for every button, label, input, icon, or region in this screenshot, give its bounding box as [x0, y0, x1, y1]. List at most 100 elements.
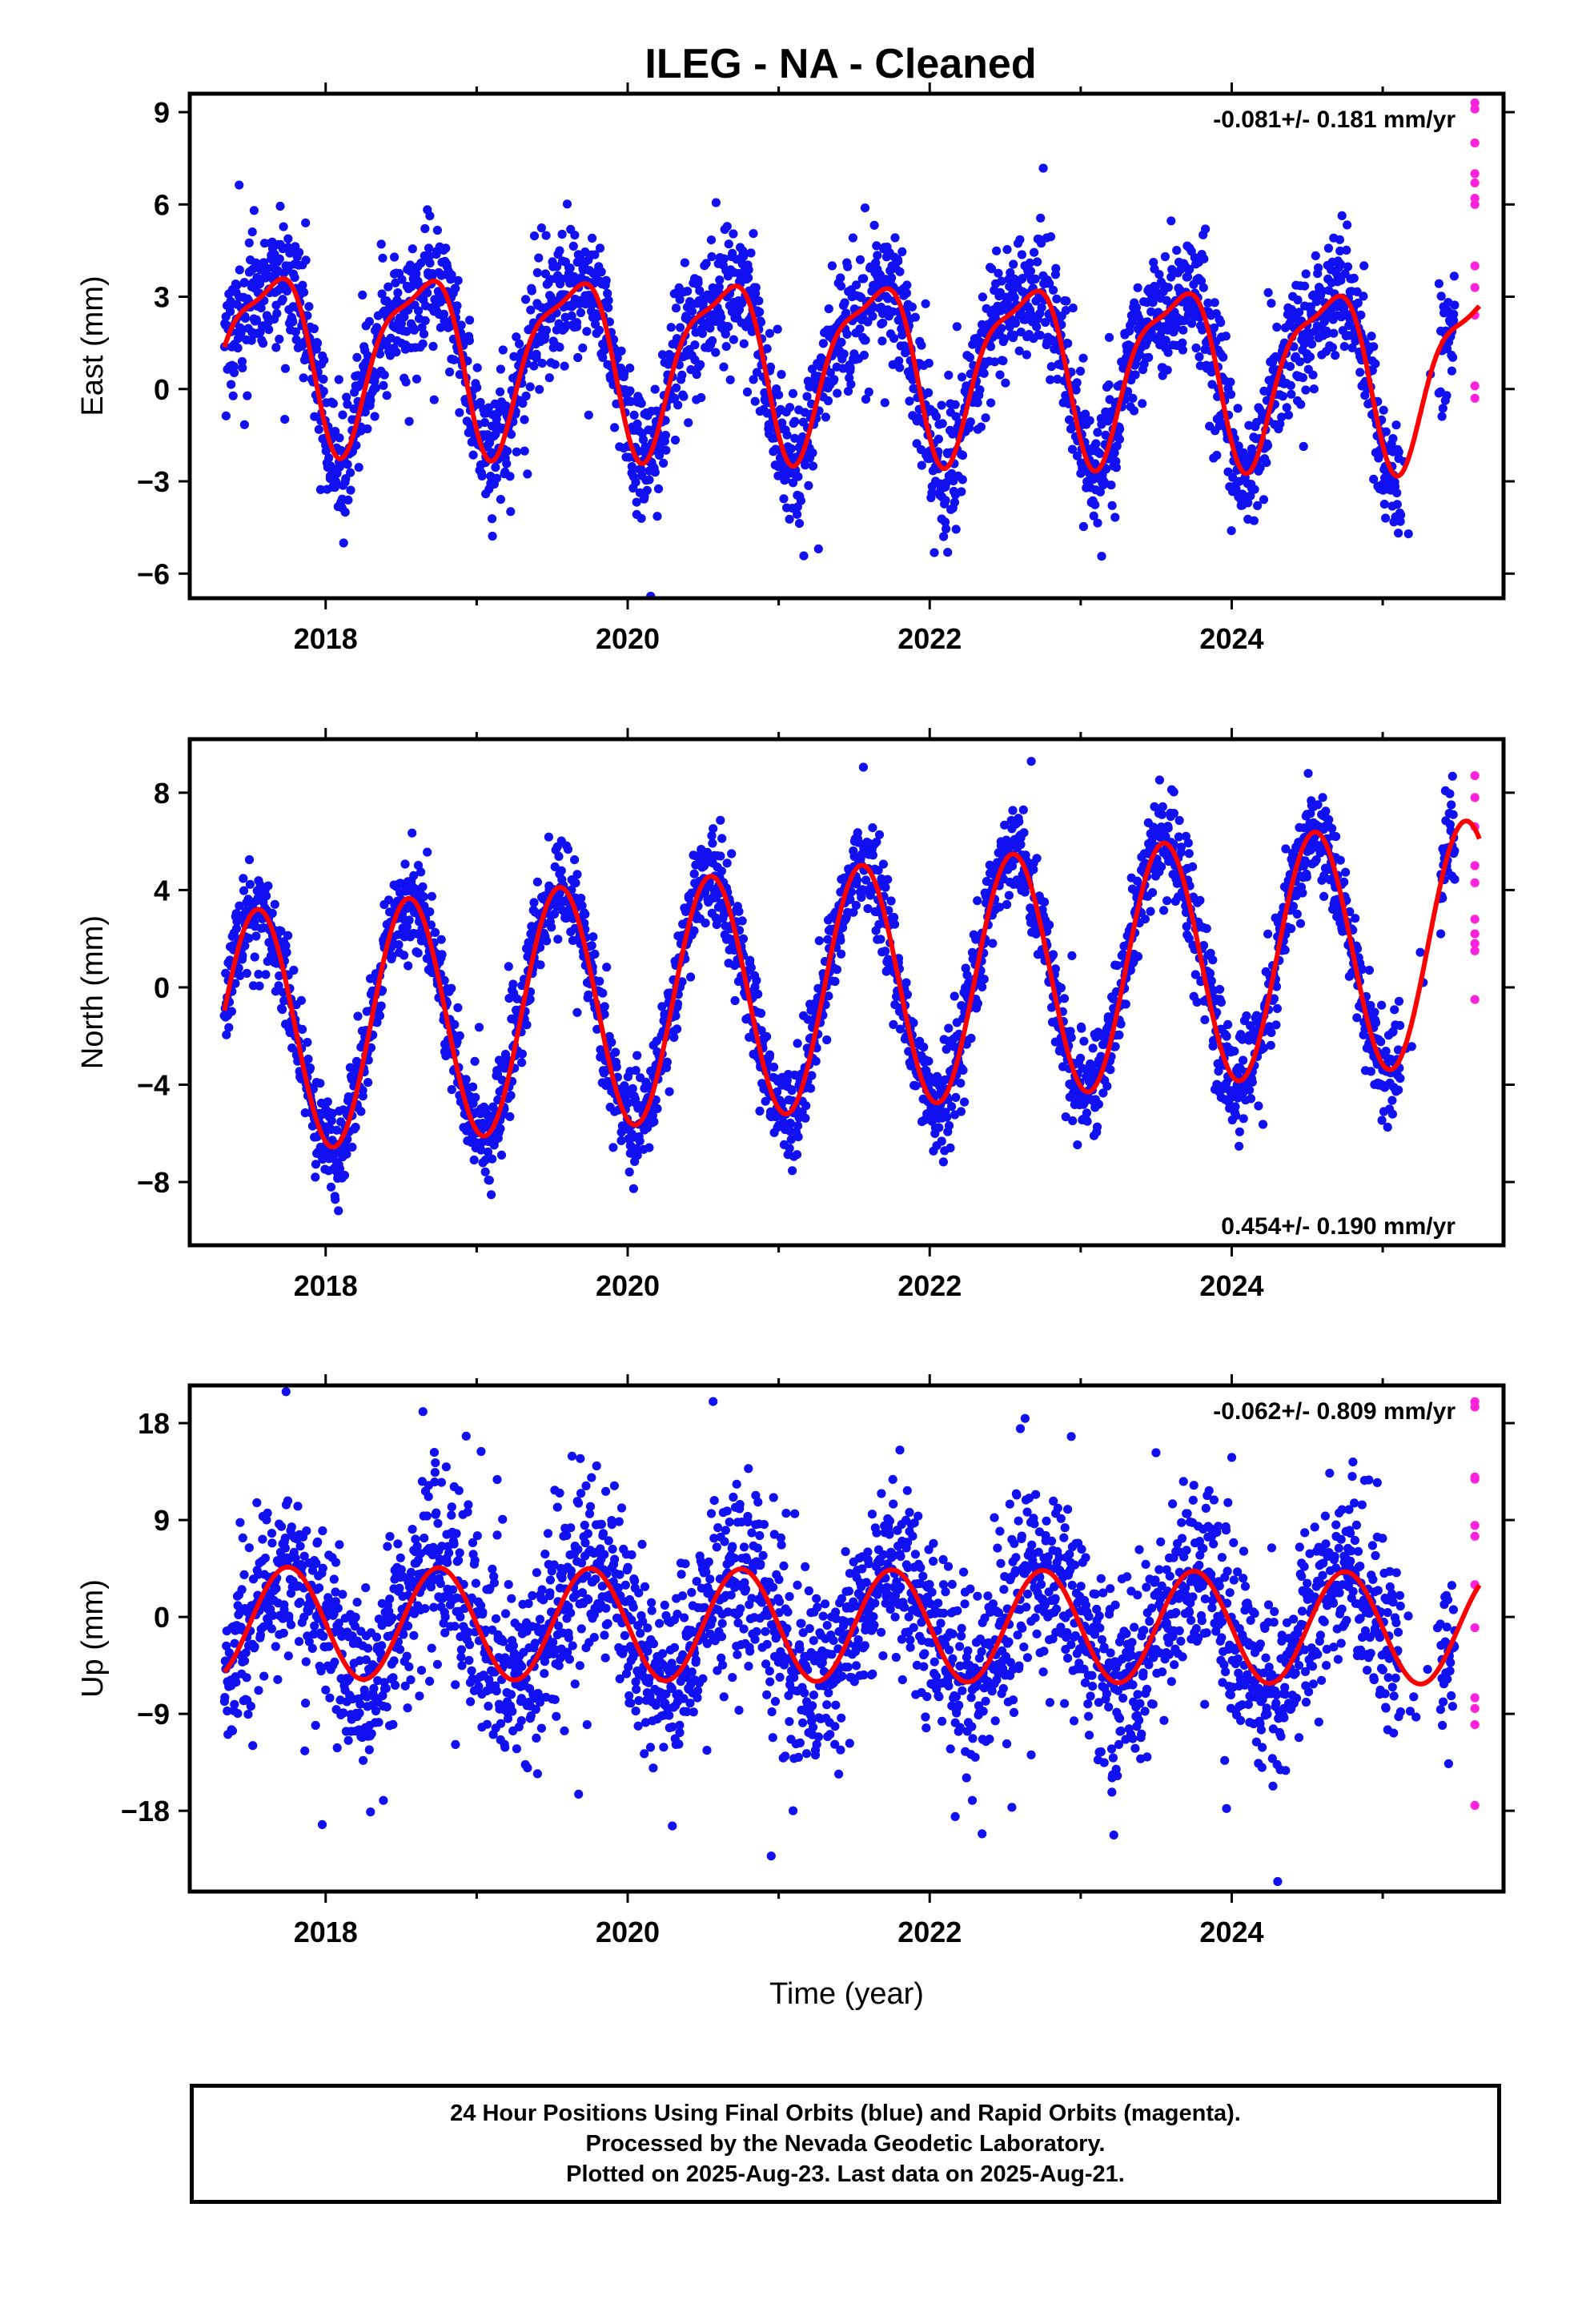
- east-final-point: [856, 292, 866, 303]
- east-final-point: [555, 342, 564, 352]
- east-final-point: [975, 385, 985, 395]
- north-final-point: [738, 934, 749, 943]
- north-final-point: [1077, 1023, 1086, 1033]
- east-final-point: [861, 336, 870, 345]
- north-final-point: [1026, 757, 1036, 766]
- north-final-point: [960, 1097, 970, 1107]
- east-rapid-point: [1470, 169, 1480, 179]
- east-final-point: [371, 383, 380, 393]
- east-final-point: [364, 316, 374, 327]
- east-final-point: [295, 247, 304, 257]
- east-final-point: [802, 392, 812, 401]
- north-final-point: [727, 849, 737, 858]
- east-final-point: [243, 391, 252, 400]
- north-final-point: [489, 1140, 499, 1150]
- north-final-point: [1181, 831, 1191, 841]
- north-final-point: [384, 895, 394, 905]
- north-final-point: [400, 859, 410, 869]
- east-final-point: [404, 416, 414, 426]
- north-final-point: [1112, 961, 1122, 971]
- east-final-point: [1133, 283, 1142, 292]
- north-final-point: [267, 908, 277, 919]
- east-final-point: [1226, 389, 1236, 400]
- east-final-point: [1246, 491, 1255, 501]
- east-final-point: [1128, 393, 1138, 403]
- east-final-point: [1046, 362, 1056, 372]
- east-final-point: [773, 324, 782, 334]
- east-final-point: [464, 336, 475, 345]
- east-final-point: [576, 308, 586, 318]
- north-final-point: [426, 920, 436, 930]
- east-final-point: [562, 199, 572, 209]
- east-final-point: [529, 231, 540, 241]
- east-final-point: [1207, 368, 1216, 377]
- east-final-point: [838, 364, 848, 373]
- north-final-point: [326, 1182, 336, 1192]
- east-final-point: [401, 377, 411, 387]
- east-final-point: [655, 451, 665, 460]
- east-final-point: [1335, 259, 1346, 269]
- north-final-point: [950, 991, 959, 1001]
- east-final-point: [883, 294, 893, 304]
- north-final-point: [242, 968, 251, 978]
- north-final-point: [607, 1037, 616, 1047]
- north-final-point: [1048, 950, 1058, 959]
- north-final-point: [761, 1096, 770, 1106]
- north-final-point: [902, 990, 912, 999]
- east-final-point: [420, 223, 430, 234]
- east-final-point: [840, 298, 849, 308]
- north-final-point: [937, 1136, 946, 1146]
- north-final-point: [571, 878, 580, 888]
- east-final-point: [526, 305, 536, 315]
- north-final-point: [404, 915, 414, 925]
- east-final-point: [319, 356, 329, 365]
- east-final-point: [833, 388, 842, 398]
- east-final-point: [1438, 404, 1447, 413]
- east-final-point: [701, 259, 711, 268]
- east-final-point: [452, 301, 462, 311]
- east-final-point: [594, 325, 604, 335]
- east-final-point: [1166, 272, 1176, 282]
- east-final-point: [1449, 316, 1459, 325]
- east-final-point: [1449, 271, 1459, 281]
- east-final-point: [1025, 258, 1034, 267]
- east-final-point: [722, 222, 732, 231]
- east-final-point: [1314, 263, 1323, 273]
- east-final-point: [532, 267, 542, 278]
- east-final-point: [1443, 344, 1452, 354]
- east-final-point: [412, 374, 422, 384]
- north-final-point: [536, 960, 545, 970]
- north-final-point: [1188, 862, 1198, 871]
- east-final-point: [938, 419, 947, 428]
- east-final-point: [1323, 328, 1332, 338]
- east-final-point: [931, 412, 942, 421]
- east-final-point: [240, 313, 250, 323]
- east-final-point: [1233, 404, 1243, 413]
- east-final-point: [1009, 259, 1018, 269]
- east-final-point: [283, 234, 293, 243]
- north-final-point: [332, 1125, 342, 1135]
- north-final-point: [801, 1101, 811, 1111]
- east-x-tick-label: 2024: [1199, 622, 1263, 655]
- east-final-point: [1250, 485, 1259, 494]
- east-final-point: [679, 392, 689, 401]
- east-final-point: [790, 416, 800, 426]
- east-final-point: [372, 323, 382, 332]
- north-final-point: [961, 963, 970, 973]
- east-final-point: [235, 265, 244, 275]
- east-final-point: [979, 368, 989, 378]
- east-model-curve: [222, 275, 1482, 479]
- north-final-point: [1174, 815, 1184, 826]
- north-final-point: [1162, 896, 1172, 906]
- east-final-point: [978, 292, 987, 302]
- east-final-point: [1336, 275, 1346, 285]
- east-final-point: [578, 343, 588, 353]
- east-final-point: [1295, 357, 1305, 367]
- east-final-point: [995, 370, 1005, 380]
- east-final-point: [1371, 359, 1380, 368]
- east-final-point: [657, 350, 668, 360]
- north-final-point: [1158, 802, 1167, 812]
- east-final-point: [868, 312, 877, 321]
- east-final-point: [1199, 283, 1208, 292]
- east-final-point: [603, 288, 612, 299]
